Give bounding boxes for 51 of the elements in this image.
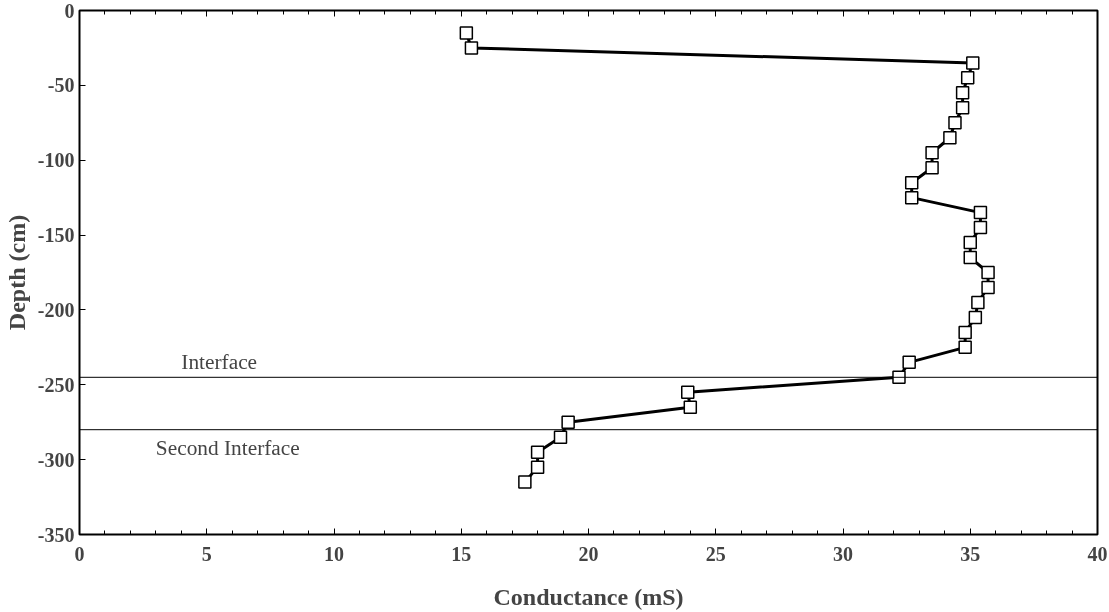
point [925, 145, 939, 160]
x-tick-label: 35 [960, 542, 981, 565]
y-axis-title: Depth (cm) [3, 214, 30, 331]
y-tick-label: -150 [37, 224, 75, 247]
point [963, 235, 977, 250]
point [981, 265, 995, 280]
point [973, 220, 988, 235]
ref-line-label: Interface [181, 350, 258, 375]
x-axis-title: Conductance (mS) [493, 583, 684, 610]
point [518, 475, 532, 489]
point [958, 340, 972, 355]
x-tick-label: 5 [201, 542, 212, 565]
y-tick-label: -350 [37, 523, 75, 546]
point [530, 445, 545, 459]
point [966, 56, 980, 70]
x-tick-label: 15 [451, 542, 472, 565]
point [561, 415, 575, 429]
ref-line-label: Second Interface [155, 435, 300, 460]
point [904, 175, 919, 190]
y-tick-label: -300 [37, 448, 75, 471]
point [892, 370, 906, 385]
y-tick-label: -50 [47, 74, 75, 97]
x-tick-label: 25 [705, 542, 726, 565]
point [681, 385, 695, 400]
point [958, 325, 972, 340]
x-tick-label: 40 [1087, 542, 1108, 565]
point [948, 116, 962, 130]
x-tick-label: 30 [833, 542, 853, 565]
point [973, 205, 988, 220]
point [968, 310, 983, 325]
point [971, 295, 985, 310]
y-tick-label: 0 [64, 0, 75, 22]
point [955, 101, 970, 115]
point [464, 41, 479, 55]
point [925, 160, 939, 175]
y-tick-label: -100 [37, 149, 75, 172]
point [459, 26, 474, 40]
point [963, 250, 977, 265]
y-tick-label: -200 [37, 298, 75, 321]
point [530, 460, 545, 474]
y-tick-label: -250 [37, 373, 75, 396]
point [981, 280, 995, 295]
point [902, 355, 916, 370]
point [683, 400, 698, 414]
point [553, 430, 568, 444]
point [943, 131, 957, 145]
point [960, 71, 975, 85]
x-tick-label: 20 [578, 542, 599, 565]
x-tick-label: 10 [324, 542, 344, 565]
point [904, 190, 919, 205]
point [955, 86, 970, 100]
